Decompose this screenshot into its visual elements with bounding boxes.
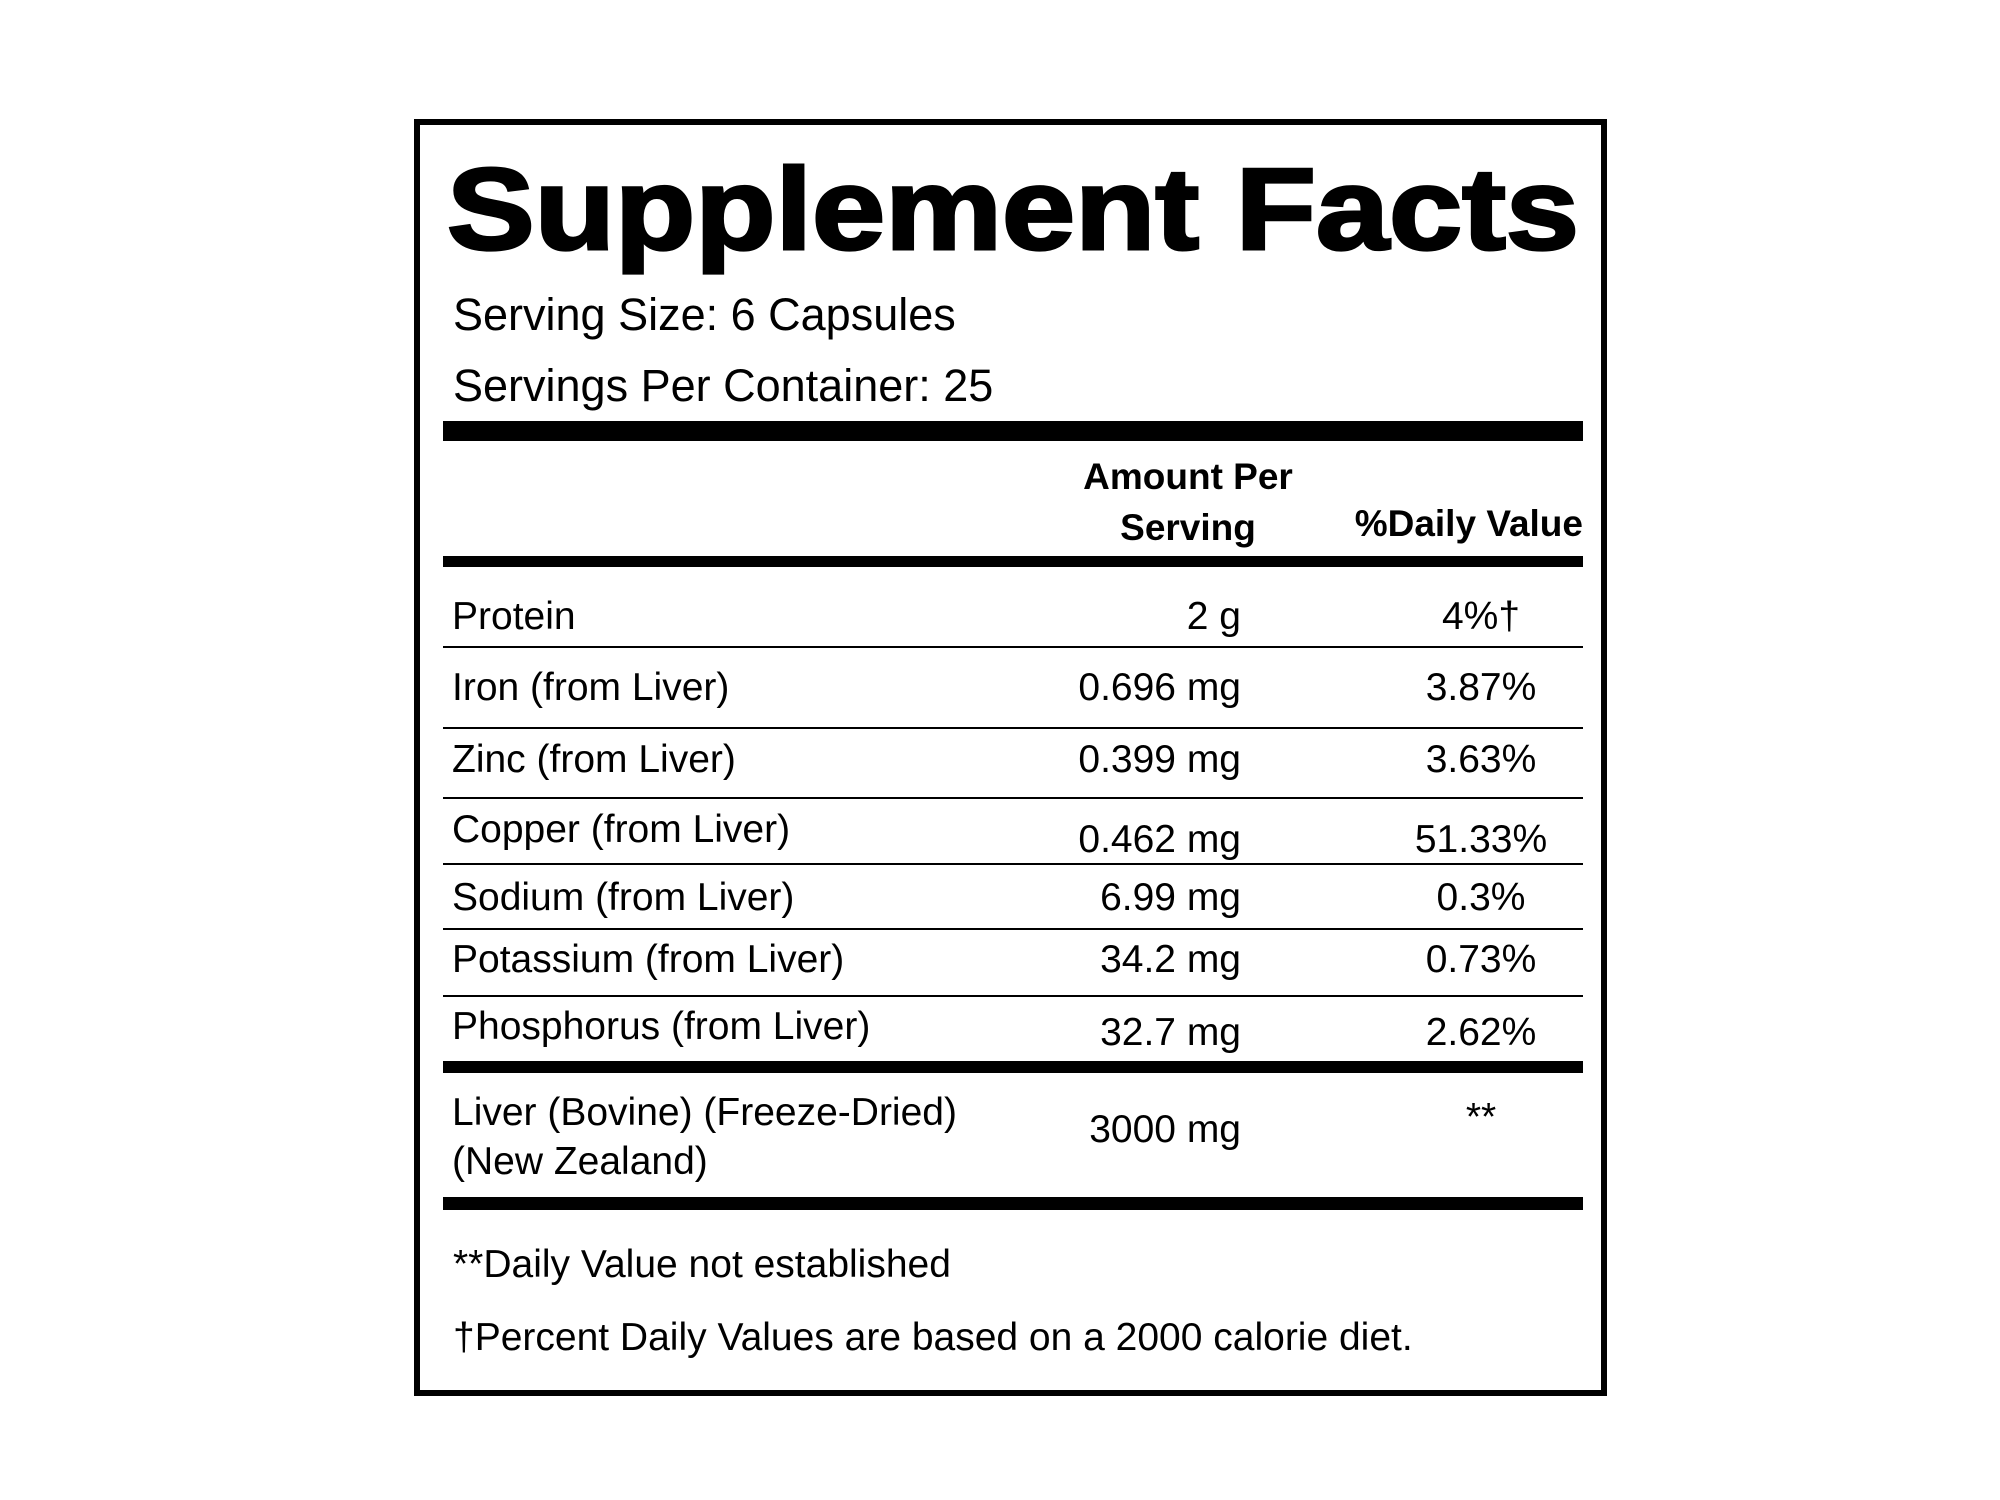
daily-value: 51.33% (1415, 818, 1547, 861)
serving-size: Serving Size: 6 Capsules (453, 289, 956, 340)
nutrient-name: Zinc (from Liver) (452, 738, 736, 781)
nutrient-name: Potassium (from Liver) (452, 938, 844, 981)
amount: 34.2 mg (1100, 938, 1241, 981)
amount: 2 g (1187, 595, 1241, 638)
label-border (414, 119, 1607, 1396)
nutrient-name: Sodium (from Liver) (452, 876, 794, 919)
servings-per-container: Servings Per Container: 25 (453, 360, 993, 411)
thick-rule (443, 556, 1583, 567)
footnote: **Daily Value not established (453, 1243, 951, 1286)
amount: 0.399 mg (1078, 738, 1241, 781)
daily-value: 2.62% (1426, 1011, 1537, 1054)
amount: 0.462 mg (1078, 818, 1241, 861)
column-header: Serving (1120, 507, 1256, 548)
amount: 32.7 mg (1100, 1011, 1241, 1054)
column-header: Amount Per (1083, 456, 1293, 497)
thick-rule (443, 421, 1583, 441)
nutrient-name: Iron (from Liver) (452, 666, 729, 709)
daily-value: 3.87% (1426, 666, 1537, 709)
daily-value: ** (1466, 1096, 1496, 1139)
nutrient-name: Liver (Bovine) (Freeze-Dried) (452, 1091, 957, 1134)
nutrient-name: Phosphorus (from Liver) (452, 1005, 870, 1048)
nutrient-name: Copper (from Liver) (452, 808, 790, 851)
daily-value: 4%† (1442, 595, 1520, 638)
column-header: %Daily Value (1355, 503, 1583, 544)
amount: 0.696 mg (1078, 666, 1241, 709)
daily-value: 3.63% (1426, 738, 1537, 781)
footnote: †Percent Daily Values are based on a 200… (453, 1316, 1413, 1359)
daily-value: 0.73% (1426, 938, 1537, 981)
nutrient-name: Protein (452, 595, 576, 638)
amount: 6.99 mg (1100, 876, 1241, 919)
nutrient-name: (New Zealand) (452, 1140, 708, 1183)
title: Supplement Facts (447, 144, 1579, 274)
daily-value: 0.3% (1437, 876, 1526, 919)
amount: 3000 mg (1089, 1108, 1241, 1151)
thick-rule (443, 1197, 1583, 1210)
thick-rule (443, 1061, 1583, 1073)
